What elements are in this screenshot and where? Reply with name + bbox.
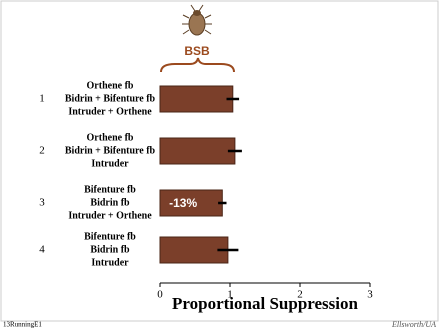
bug-icon <box>182 4 212 36</box>
category-label: Bidrin fb <box>90 197 130 208</box>
category-label: Intruder <box>91 257 129 268</box>
category-label: Intruder + Orthene <box>68 106 152 117</box>
x-tick-label: 1 <box>227 289 233 301</box>
x-tick-label: 0 <box>157 289 163 301</box>
footer-left: 13RunningE1 <box>3 321 42 329</box>
category-label: Bidrin + Bifenture fb <box>65 93 156 104</box>
footer-right: Ellsworth/UA <box>391 320 436 329</box>
annotation: -13% <box>169 196 197 210</box>
row-number: 2 <box>39 145 45 157</box>
brace <box>160 57 235 73</box>
row-number: 1 <box>39 93 45 105</box>
bar <box>159 236 229 264</box>
bar <box>159 137 236 165</box>
x-tick-label: 2 <box>297 289 303 301</box>
header: BSB <box>184 44 210 58</box>
category-label: Bidrin + Bifenture fb <box>65 145 156 156</box>
x-axis-label: Proportional Suppression <box>172 294 358 313</box>
category-label: Intruder + Orthene <box>68 210 152 221</box>
row-number: 3 <box>39 197 45 209</box>
x-tick-label: 3 <box>367 289 373 301</box>
bar <box>159 85 234 113</box>
row-number: 4 <box>39 244 45 256</box>
category-label: Intruder <box>91 158 129 169</box>
category-label: Bidrin fb <box>90 244 130 255</box>
category-label: Orthene fb <box>87 80 134 91</box>
category-label: Bifenture fb <box>84 231 136 242</box>
category-label: Orthene fb <box>87 132 134 143</box>
category-label: Bifenture fb <box>84 184 136 195</box>
